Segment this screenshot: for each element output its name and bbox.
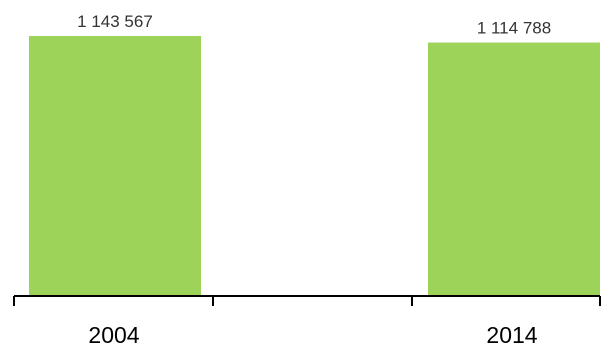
value-label-2004: 1 143 567 bbox=[77, 12, 153, 31]
value-label-2014: 1 114 788 bbox=[477, 19, 551, 38]
bars-group bbox=[29, 36, 600, 297]
x-axis-ticks bbox=[13, 296, 601, 306]
category-label-2004: 2004 bbox=[88, 322, 139, 348]
value-labels-group: 1 143 567 1 114 788 bbox=[77, 12, 551, 38]
bar-2014 bbox=[428, 42, 600, 297]
category-label-2014: 2014 bbox=[486, 322, 537, 348]
bar-2004 bbox=[29, 36, 201, 296]
category-labels-group: 2004 2014 bbox=[88, 322, 537, 348]
